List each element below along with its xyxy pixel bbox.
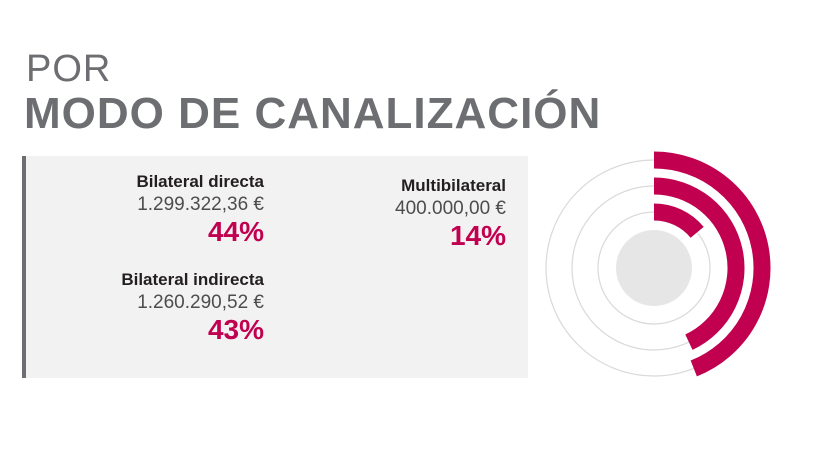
center-disc [616,230,692,306]
legend-name: Bilateral indirecta [121,270,264,289]
legend-name: Bilateral directa [136,172,264,191]
legend-panel: Bilateral directa 1.299.322,36 € 44% Bil… [22,156,528,378]
legend-percent: 44% [207,216,264,248]
legend-name: Multibilateral [401,176,506,195]
legend-amount: 400.000,00 € [395,198,506,220]
radial-bar-bilateral-directa [653,151,771,377]
legend-percent: 43% [207,314,264,346]
legend-amount: 1.260.290,52 € [137,292,264,314]
radial-bar-multibilateral [653,203,704,239]
legend-item-bilateral-directa: Bilateral directa 1.299.322,36 € 44% [136,172,264,248]
radial-bar-chart [545,151,771,377]
legend-item-bilateral-indirecta: Bilateral indirecta 1.260.290,52 € 43% [121,270,264,346]
legend-item-multibilateral: Multibilateral 400.000,00 € 14% [395,176,506,252]
title-prefix: POR [26,48,112,90]
legend-amount: 1.299.322,36 € [137,194,264,216]
page-title: MODO DE CANALIZACIÓN [24,89,602,138]
legend-percent: 14% [449,220,506,252]
radial-bar-bilateral-indirecta [653,177,745,350]
